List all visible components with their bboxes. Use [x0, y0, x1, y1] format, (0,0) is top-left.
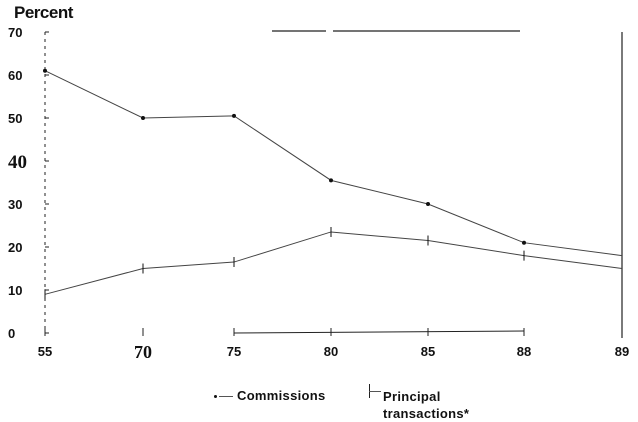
series-line-principal-transactions: [44, 231, 623, 295]
x-tick-label: 80: [324, 344, 338, 359]
x-tick-label: 88: [517, 344, 531, 359]
y-tick-label: 20: [8, 240, 22, 255]
legend-line-icon: [219, 396, 233, 398]
data-point-commissions: [426, 202, 430, 206]
legend-label-principal-line1: Principal: [383, 389, 441, 404]
legend-cross-icon: [363, 383, 381, 398]
x-axis-line: [233, 330, 525, 334]
y-tick-label: 10: [8, 283, 22, 298]
data-point-commissions: [329, 178, 333, 183]
y-tick-label: 50: [8, 111, 22, 126]
x-tick-label: 75: [227, 344, 241, 359]
legend-label-principal-line2: transactions*: [383, 406, 470, 421]
data-point-commissions: [232, 113, 236, 118]
data-point-commissions: [141, 116, 145, 120]
y-tick-label: 60: [8, 68, 22, 83]
x-tick-label: 55: [38, 344, 52, 359]
y-tick-label: 40: [8, 152, 27, 173]
series-line-commissions: [44, 70, 623, 257]
x-tick-label: 85: [421, 344, 435, 359]
legend-label-commissions: Commissions: [237, 388, 326, 403]
x-tick-label: 89: [615, 344, 629, 359]
y-axis-title: Percent: [14, 3, 73, 22]
legend-item-commissions: Commissions: [214, 388, 326, 403]
data-point-commissions: [522, 240, 526, 245]
legend-dot-icon: [214, 395, 217, 399]
x-tick-label: 70: [134, 342, 152, 362]
y-tick-label: 30: [8, 197, 22, 212]
data-point-commissions: [43, 68, 47, 73]
legend-item-principal-transactions: Principal transactions*: [363, 383, 470, 422]
y-tick-label: 0: [8, 326, 15, 341]
y-tick-label: 70: [8, 25, 22, 40]
